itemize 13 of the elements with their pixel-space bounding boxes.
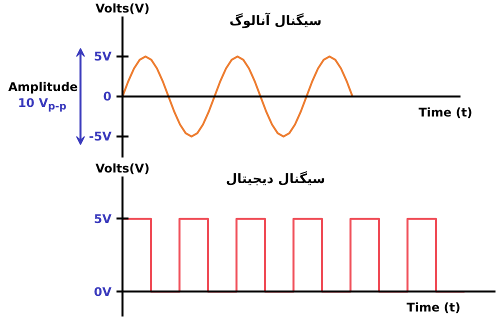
text: سیگنال آنالوگ	[229, 12, 322, 29]
x-axis-title: Time (t)	[418, 106, 472, 120]
y-axis-title: Volts(V)	[95, 161, 150, 176]
y-tick-label: 0V	[94, 284, 112, 299]
y-axis-title: Volts(V)	[95, 2, 150, 16]
y-tick-label: 5V	[94, 212, 112, 226]
line-series	[122, 56, 354, 138]
text: Amplitude	[8, 80, 78, 94]
x-axis-title: Time (t)	[406, 300, 461, 315]
y-tick-label: 0	[103, 90, 112, 104]
text: سیگنال دیجیتال	[226, 171, 326, 188]
y-tick-label: 5V	[94, 50, 112, 64]
y-tick-label: -5V	[88, 130, 112, 144]
